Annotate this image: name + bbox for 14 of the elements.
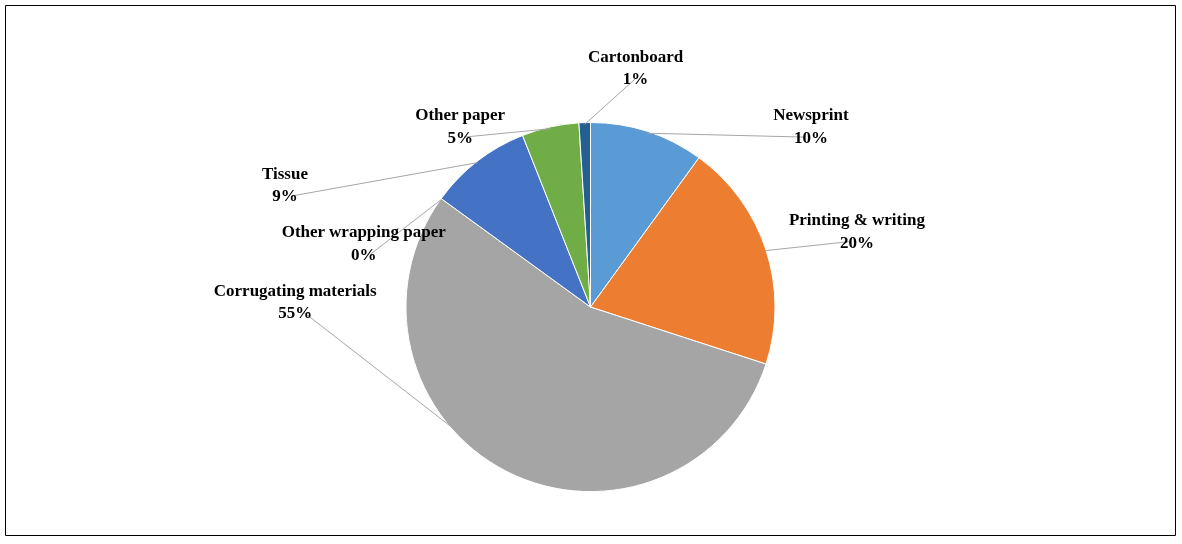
slice-label: Printing & writing xyxy=(788,209,926,229)
data-label: 1% xyxy=(622,69,649,89)
data-label: 10% xyxy=(793,127,828,147)
slice-label: Other paper xyxy=(415,105,506,125)
data-label: 9% xyxy=(272,186,298,206)
data-label: 20% xyxy=(839,232,874,252)
slice-label: Cartonboard xyxy=(587,46,684,66)
slice-label: Newsprint xyxy=(773,105,850,125)
slice-label: Corrugating materials xyxy=(213,280,378,300)
slice-label: Tissue xyxy=(261,163,309,183)
text: 0% xyxy=(351,244,377,264)
category-label: Other wrapping paper xyxy=(281,222,446,242)
data-label: 55% xyxy=(278,303,313,323)
data-label: 5% xyxy=(447,127,474,147)
